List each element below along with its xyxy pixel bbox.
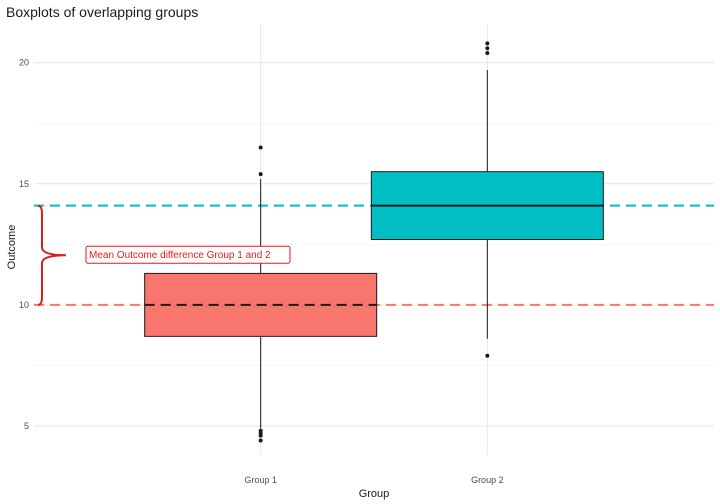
box-group-1 xyxy=(144,145,378,443)
outlier-point xyxy=(258,433,263,438)
x-tick-label: Group 1 xyxy=(244,475,277,485)
outlier-point xyxy=(485,46,490,51)
outlier-point xyxy=(258,145,263,150)
tick-labels: 5 10 15 20 Group 1 Group 2 xyxy=(19,58,504,485)
outlier-point xyxy=(485,353,490,358)
y-tick-label: 5 xyxy=(24,421,29,431)
outlier-point xyxy=(485,51,490,56)
annotation-label-box xyxy=(85,245,291,264)
y-tick-label: 15 xyxy=(19,179,29,189)
x-tick-label: Group 2 xyxy=(471,475,504,485)
chart-title: Boxplots of overlapping groups xyxy=(6,4,198,20)
y-tick-label: 10 xyxy=(19,300,29,310)
y-axis-title: Outcome xyxy=(6,225,18,270)
curly-brace xyxy=(37,204,67,306)
difference-annotation: Mean Outcome difference Group 1 and 2 xyxy=(37,204,291,306)
boxes-layer xyxy=(144,41,604,443)
outlier-point xyxy=(258,438,263,443)
y-tick-label: 20 xyxy=(19,58,29,68)
outlier-point xyxy=(258,172,263,177)
box-group-2 xyxy=(370,41,604,358)
outlier-point xyxy=(485,41,490,46)
x-axis-title: Group xyxy=(359,488,390,500)
annotation-label: Mean Outcome difference Group 1 and 2 xyxy=(89,250,271,261)
